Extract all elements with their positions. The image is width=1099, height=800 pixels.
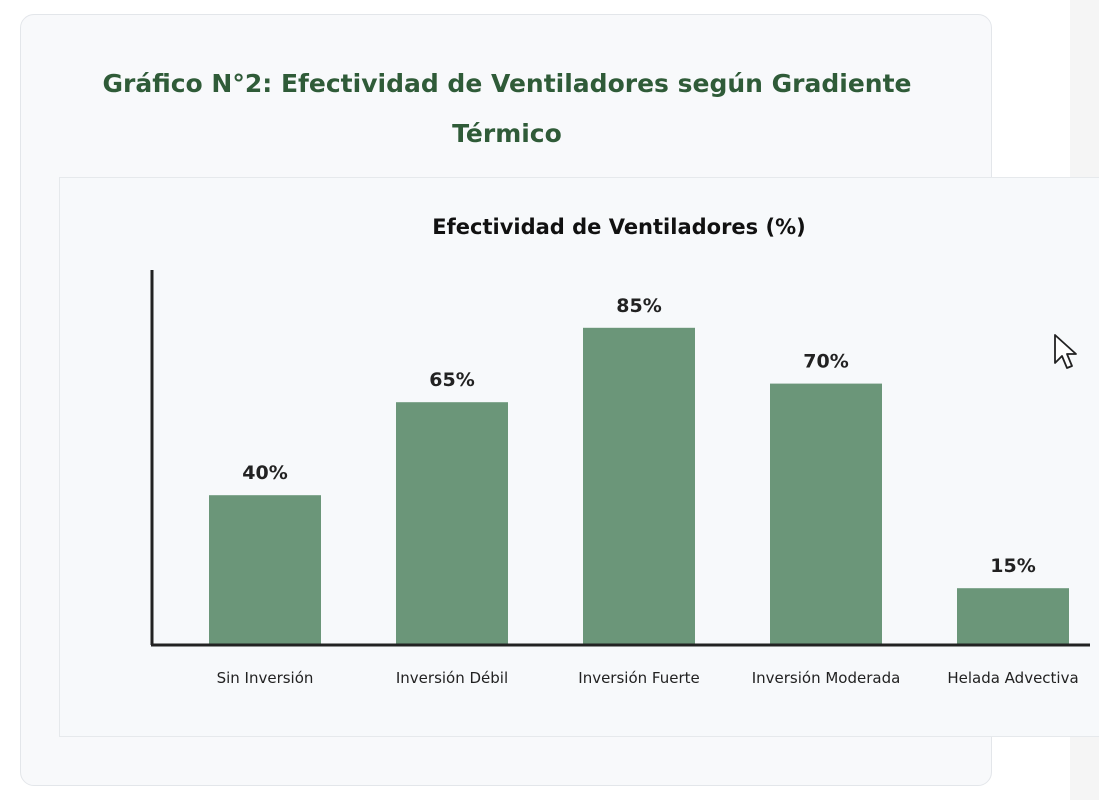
bar-value-label: 15% xyxy=(990,555,1035,577)
bar xyxy=(396,402,508,644)
chart-title: Efectividad de Ventiladores (%) xyxy=(432,215,805,239)
bar xyxy=(770,383,882,644)
x-tick-label: Helada Advectiva xyxy=(947,669,1078,687)
x-tick-label: Inversión Moderada xyxy=(752,669,901,687)
bar xyxy=(209,495,321,644)
bar-chart: Efectividad de Ventiladores (%) 40% Sin I… xyxy=(150,215,1090,687)
mouse-pointer-icon xyxy=(1054,334,1077,369)
x-tick-label: Sin Inversión xyxy=(217,669,314,687)
x-tick-label: Inversión Fuerte xyxy=(578,669,699,687)
card-title: Gráfico N°2: Efectividad de Ventiladores… xyxy=(102,69,912,148)
chart-panel: Efectividad de Ventiladores (%) 40% Sin I… xyxy=(59,177,1099,737)
bar xyxy=(957,588,1069,644)
bar-value-label: 40% xyxy=(242,462,287,484)
bar-value-label: 85% xyxy=(616,295,661,317)
x-tick-label: Inversión Débil xyxy=(396,669,508,687)
bar xyxy=(583,327,695,644)
bar-value-label: 70% xyxy=(803,351,848,373)
bar-value-label: 65% xyxy=(429,369,474,391)
